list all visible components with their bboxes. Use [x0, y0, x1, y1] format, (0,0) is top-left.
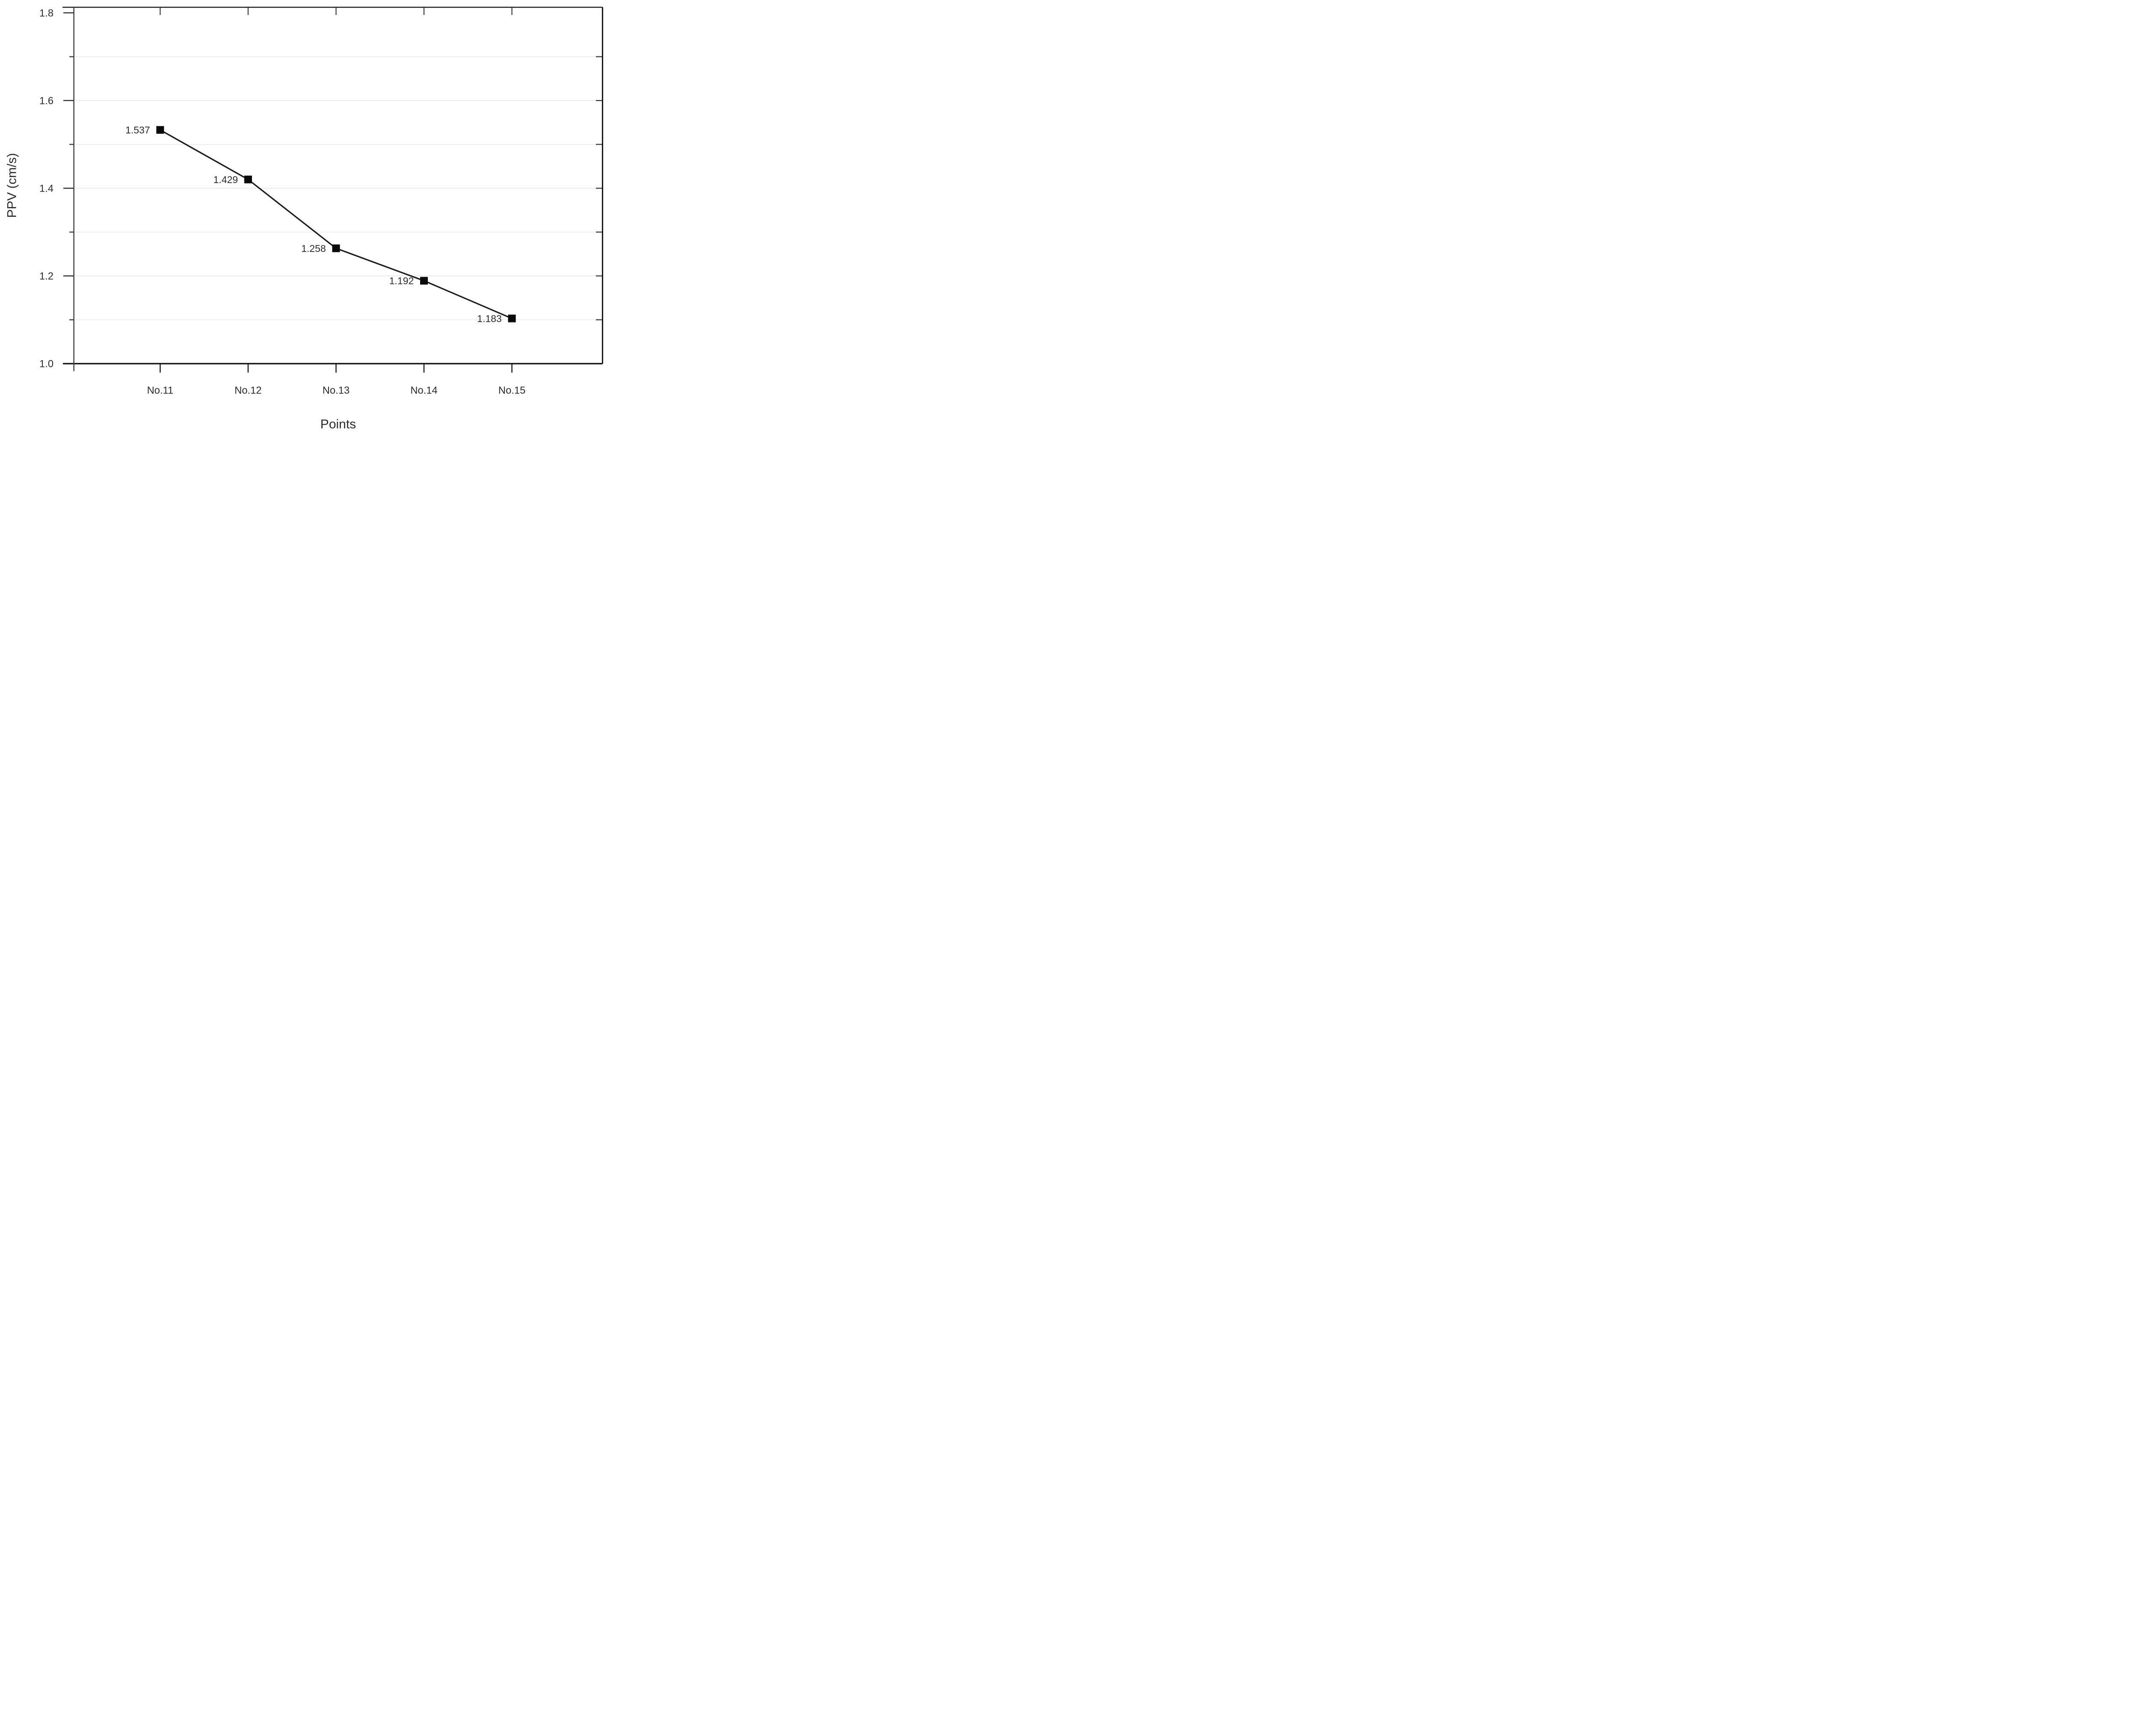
data-point-marker	[420, 277, 428, 285]
y-tick-label: 1.4	[39, 183, 53, 195]
chart-figure: 1.537 1.429 1.258 1.192 1.183 1.0 1.2 1.4 1.6 1.8…	[0, 0, 612, 434]
data-point-label: 1.537	[125, 124, 150, 136]
y-tick-label: 1.6	[39, 95, 53, 107]
data-point-label: 1.192	[389, 275, 414, 287]
y-axis-title: PPV (cm/s)	[5, 153, 19, 218]
x-tick-label: No.13	[323, 385, 350, 396]
data-point-marker	[332, 244, 340, 252]
y-tick-label: 1.2	[39, 271, 53, 282]
y-tick-label: 1.8	[39, 8, 53, 19]
data-point-marker	[244, 175, 252, 183]
x-axis-title: Points	[320, 417, 356, 431]
data-point-marker	[156, 126, 164, 134]
x-tick-label: No.11	[147, 385, 174, 396]
chart-svg: 1.537 1.429 1.258 1.192 1.183 1.0 1.2 1.4 1.6 1.8…	[0, 0, 612, 434]
x-tick-label: No.12	[234, 385, 261, 396]
figure-canvas: 1.537 1.429 1.258 1.192 1.183 1.0 1.2 1.4 1.6 1.8…	[0, 0, 612, 434]
data-point-label: 1.183	[477, 313, 502, 324]
data-point-label: 1.429	[213, 174, 238, 185]
plot-background	[0, 0, 612, 434]
x-tick-label: No.15	[498, 385, 525, 396]
y-tick-label: 1.0	[39, 358, 53, 370]
x-tick-label: No.14	[410, 385, 437, 396]
data-point-marker	[508, 314, 516, 322]
data-point-label: 1.258	[301, 243, 326, 254]
